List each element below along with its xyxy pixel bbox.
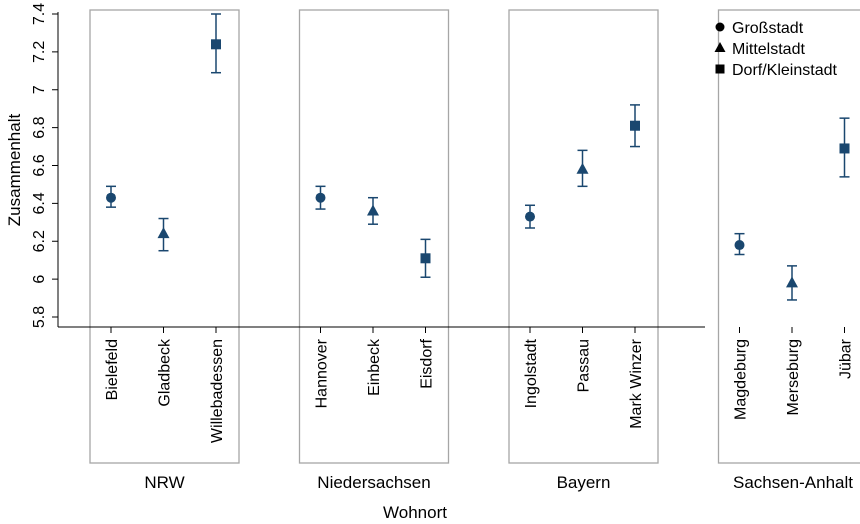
y-tick-label: 6 [31,275,48,284]
point-marker-circle [106,192,116,203]
legend: Großstadt Mittelstadt Dorf/Kleinstadt [714,20,837,79]
point-marker-circle [525,211,535,222]
y-tick-label: 7.4 [31,3,48,25]
y-axis-title: Zusammenhalt [5,114,24,227]
legend-item: Mittelstadt [714,41,805,58]
category-label: Jübar [838,338,855,379]
legend-label: Dorf/Kleinstadt [732,62,837,79]
y-tick-label: 6.4 [31,192,48,214]
legend-item: Dorf/Kleinstadt [715,62,837,79]
x-axis-title: Wohnort [383,503,447,522]
group-label: Sachsen-Anhalt [733,473,853,492]
point-marker-triangle [786,276,798,288]
y-tick-label: 7 [31,85,48,94]
point-marker-square [420,253,431,264]
point-marker-square [211,39,221,50]
y-axis: 5.8 6 6.2 6.4 6.6 6.8 7 7.2 7.4 [31,3,59,328]
legend-triangle-icon [714,42,726,52]
legend-circle-icon [715,22,725,32]
legend-label: Großstadt [732,20,804,37]
category-label: Einbeck [366,338,383,396]
point-marker-square [839,143,850,154]
y-tick-label: 6.8 [31,116,48,138]
group-boxes [89,9,860,464]
category-label: Ingolstadt [523,338,540,408]
data-marks [106,13,850,301]
y-tick-label: 5.8 [31,306,48,328]
group-box [717,9,860,464]
category-label: Passau [576,339,593,392]
group-box [89,9,240,464]
category-label: Mark Winzer [628,338,645,428]
point-marker-triangle [576,162,589,174]
x-axis [58,326,845,333]
category-label: Magdeburg [733,339,750,420]
group-label: NRW [144,473,184,492]
legend-label: Mittelstadt [732,41,805,58]
point-marker-circle [315,192,326,203]
category-label: Hannover [314,338,331,408]
point-marker-triangle [157,227,170,239]
category-label: Gladbeck [157,338,174,407]
y-tick-label: 6.6 [31,154,48,176]
y-tick-label: 7.2 [31,41,48,63]
category-label: Eisdorf [419,338,436,388]
point-marker-triangle [367,204,379,216]
point-marker-square [630,120,640,131]
group-label: Bayern [557,473,611,492]
group-label: Niedersachsen [317,473,430,492]
point-marker-circle [734,240,745,251]
y-tick-label: 6.2 [31,230,48,252]
group-box [508,9,659,464]
group-box [298,9,450,464]
category-label: Willebadessen [209,339,226,443]
category-label: Bielefeld [104,339,121,400]
legend-square-icon [715,64,725,74]
category-label: Merseburg [785,339,802,415]
category-labels: NRW Bielefeld Gladbeck Willebadessen Nieders… [104,338,855,492]
legend-item: Großstadt [715,20,804,37]
